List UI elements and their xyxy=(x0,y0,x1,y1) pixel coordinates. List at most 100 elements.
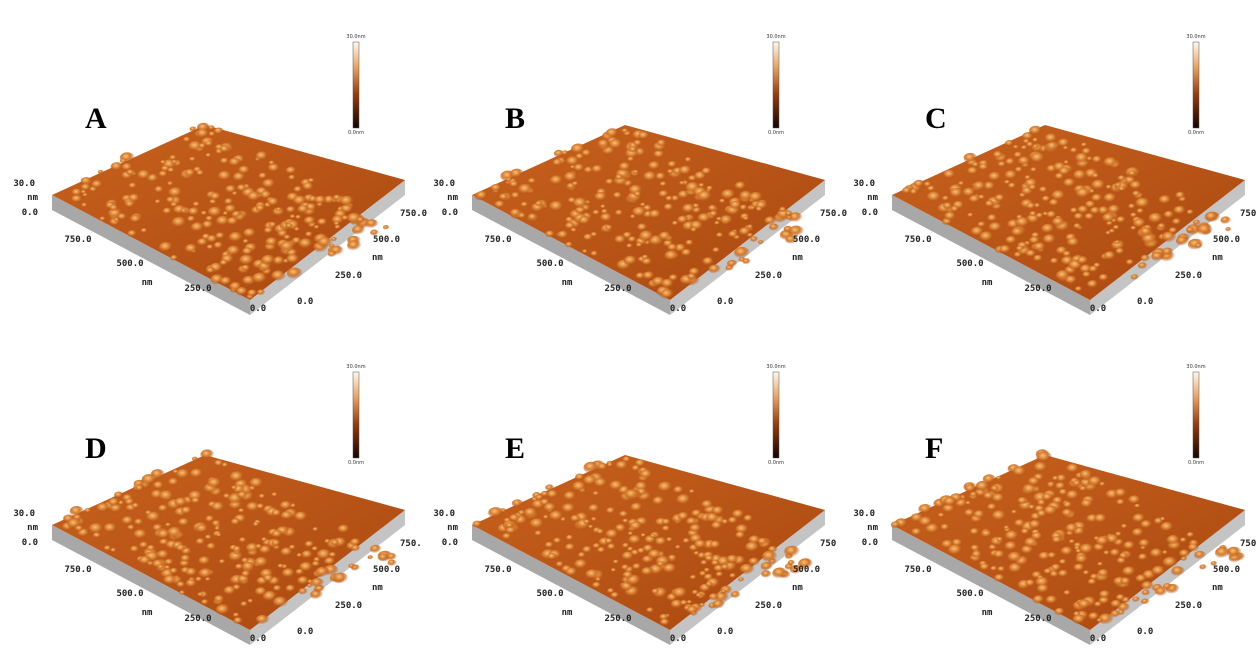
grain xyxy=(1104,251,1117,261)
x-axis-label: 250.0 xyxy=(1024,284,1051,294)
grain xyxy=(701,500,714,509)
grain xyxy=(252,273,268,285)
grain xyxy=(691,510,703,519)
colorbar-min: 0.0nm xyxy=(1188,130,1204,136)
grain xyxy=(197,129,211,139)
grain xyxy=(286,223,294,229)
colorbar-max: 30.0nm xyxy=(346,34,365,40)
grain xyxy=(1059,489,1069,496)
grain xyxy=(293,196,308,207)
grain xyxy=(1109,229,1116,234)
x-axis-label: 750.0 xyxy=(484,565,511,575)
grain xyxy=(553,159,564,167)
grain xyxy=(180,555,191,563)
grain xyxy=(165,559,175,566)
grain xyxy=(1028,505,1036,511)
grain xyxy=(1073,614,1087,624)
grain xyxy=(269,161,276,166)
grain xyxy=(727,260,737,268)
y-axis-label: 250.0 xyxy=(1175,271,1202,281)
grain xyxy=(985,200,995,208)
grain xyxy=(206,216,214,222)
grain xyxy=(942,196,950,202)
grain xyxy=(913,180,925,189)
grain xyxy=(1073,223,1082,229)
y-axis-label: 500.0 xyxy=(1213,565,1240,575)
grain xyxy=(528,178,537,185)
x-axis-label: 0.0 xyxy=(670,304,686,314)
grain xyxy=(592,165,604,174)
grain xyxy=(286,206,296,214)
grain xyxy=(990,566,998,572)
grain xyxy=(662,519,672,526)
grain xyxy=(685,240,694,247)
grain xyxy=(582,546,593,554)
grain xyxy=(70,506,84,517)
grain xyxy=(351,545,360,552)
grain xyxy=(1029,126,1043,136)
grain xyxy=(159,242,174,253)
grain xyxy=(1088,476,1103,487)
grain xyxy=(1036,451,1052,463)
grain xyxy=(219,559,226,564)
grain xyxy=(1130,181,1143,191)
grain xyxy=(1193,220,1201,226)
grain xyxy=(616,461,630,471)
grain xyxy=(535,531,543,537)
grain xyxy=(643,171,658,182)
grain xyxy=(1062,509,1074,518)
grain xyxy=(710,541,722,550)
grain xyxy=(1064,590,1072,596)
grain xyxy=(1089,266,1099,274)
grain xyxy=(215,232,225,240)
grain xyxy=(297,205,309,214)
grain xyxy=(756,206,763,212)
grain xyxy=(342,215,350,221)
grain xyxy=(236,287,249,297)
grain xyxy=(595,577,601,582)
colorbar-min: 0.0nm xyxy=(348,130,364,136)
grain xyxy=(499,193,509,201)
grain xyxy=(545,230,555,238)
grain xyxy=(1017,497,1028,505)
grain xyxy=(1122,566,1136,577)
grain xyxy=(267,198,279,207)
grain xyxy=(494,201,506,210)
grain xyxy=(1014,152,1024,159)
grain xyxy=(1072,480,1082,487)
grain xyxy=(738,577,744,582)
afm-panel: B30.0nm0.0nm30.0nm0.0750.0500.0nm250.00.… xyxy=(433,34,847,315)
grain xyxy=(1055,608,1066,616)
grain xyxy=(1132,528,1145,538)
grain xyxy=(1133,218,1147,229)
grain xyxy=(652,496,665,506)
grain xyxy=(1083,570,1090,575)
grain xyxy=(702,168,713,176)
grain xyxy=(981,530,993,539)
grain xyxy=(918,504,932,515)
grain xyxy=(978,195,986,201)
grain xyxy=(287,268,303,280)
grain xyxy=(565,567,578,577)
grain xyxy=(994,550,1006,559)
grain xyxy=(977,221,986,228)
grain xyxy=(565,543,576,551)
grain xyxy=(1106,185,1113,190)
grain xyxy=(96,503,110,513)
grain xyxy=(958,181,965,186)
grain xyxy=(518,213,526,219)
grain xyxy=(660,289,674,300)
grain xyxy=(660,181,668,187)
x-axis-label: 750.0 xyxy=(484,235,511,245)
grain xyxy=(242,562,256,572)
y-axis-label: 0.0 xyxy=(717,627,733,637)
y-axis-label: 250.0 xyxy=(1175,601,1202,611)
grain xyxy=(1096,536,1110,547)
grain xyxy=(167,181,174,186)
grain xyxy=(1085,201,1096,210)
grain xyxy=(130,215,142,224)
grain xyxy=(640,203,646,208)
grain xyxy=(607,588,615,594)
grain xyxy=(1136,574,1148,583)
grain xyxy=(1160,522,1174,533)
